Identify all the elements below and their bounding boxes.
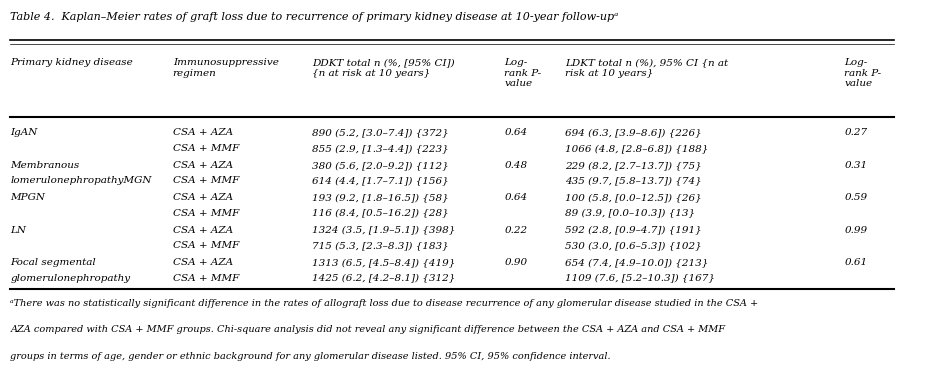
Text: 654 (7.4, [4.9–10.0]) {213}: 654 (7.4, [4.9–10.0]) {213} — [565, 258, 708, 267]
Text: AZA compared with CSA + MMF groups. Chi-square analysis did not reveal any signi: AZA compared with CSA + MMF groups. Chi-… — [10, 325, 726, 334]
Text: Log-
rank P-
value: Log- rank P- value — [504, 59, 541, 88]
Text: lomerulonephropathyMGN: lomerulonephropathyMGN — [10, 176, 151, 185]
Text: CSA + AZA: CSA + AZA — [173, 128, 233, 137]
Text: CSA + MMF: CSA + MMF — [173, 144, 239, 153]
Text: CSA + MMF: CSA + MMF — [173, 273, 239, 282]
Text: 89 (3.9, [0.0–10.3]) {13}: 89 (3.9, [0.0–10.3]) {13} — [565, 209, 695, 218]
Text: 592 (2.8, [0.9–4.7]) {191}: 592 (2.8, [0.9–4.7]) {191} — [565, 226, 701, 234]
Text: Membranous: Membranous — [10, 161, 79, 170]
Text: DDKT total n (%, [95% CI])
{n at risk at 10 years}: DDKT total n (%, [95% CI]) {n at risk at… — [312, 59, 455, 78]
Text: Primary kidney disease: Primary kidney disease — [10, 59, 133, 68]
Text: LDKT total n (%), 95% CI {n at
risk at 10 years}: LDKT total n (%), 95% CI {n at risk at 1… — [565, 59, 728, 78]
Text: ᵃThere was no statistically significant difference in the rates of allograft los: ᵃThere was no statistically significant … — [10, 299, 758, 308]
Text: 435 (9.7, [5.8–13.7]) {74}: 435 (9.7, [5.8–13.7]) {74} — [565, 176, 701, 185]
Text: 100 (5.8, [0.0–12.5]) {26}: 100 (5.8, [0.0–12.5]) {26} — [565, 193, 701, 202]
Text: 380 (5.6, [2.0–9.2]) {112}: 380 (5.6, [2.0–9.2]) {112} — [312, 161, 449, 170]
Text: CSA + MMF: CSA + MMF — [173, 176, 239, 185]
Text: 0.90: 0.90 — [504, 258, 527, 267]
Text: 0.64: 0.64 — [504, 128, 527, 137]
Text: CSA + AZA: CSA + AZA — [173, 258, 233, 267]
Text: 0.99: 0.99 — [844, 226, 868, 234]
Text: 530 (3.0, [0.6–5.3]) {102}: 530 (3.0, [0.6–5.3]) {102} — [565, 241, 701, 250]
Text: CSA + MMF: CSA + MMF — [173, 209, 239, 218]
Text: 855 (2.9, [1.3–4.4]) {223}: 855 (2.9, [1.3–4.4]) {223} — [312, 144, 449, 153]
Text: 1425 (6.2, [4.2–8.1]) {312}: 1425 (6.2, [4.2–8.1]) {312} — [312, 273, 455, 282]
Text: 229 (8.2, [2.7–13.7]) {75}: 229 (8.2, [2.7–13.7]) {75} — [565, 161, 701, 170]
Text: 1066 (4.8, [2.8–6.8]) {188}: 1066 (4.8, [2.8–6.8]) {188} — [565, 144, 708, 153]
Text: 193 (9.2, [1.8–16.5]) {58}: 193 (9.2, [1.8–16.5]) {58} — [312, 193, 449, 202]
Text: 890 (5.2, [3.0–7.4]) {372}: 890 (5.2, [3.0–7.4]) {372} — [312, 128, 449, 137]
Text: 1109 (7.6, [5.2–10.3]) {167}: 1109 (7.6, [5.2–10.3]) {167} — [565, 273, 715, 282]
Text: IgAN: IgAN — [10, 128, 37, 137]
Text: 116 (8.4, [0.5–16.2]) {28}: 116 (8.4, [0.5–16.2]) {28} — [312, 209, 449, 218]
Text: 715 (5.3, [2.3–8.3]) {183}: 715 (5.3, [2.3–8.3]) {183} — [312, 241, 449, 250]
Text: 0.22: 0.22 — [504, 226, 527, 234]
Text: 0.48: 0.48 — [504, 161, 527, 170]
Text: 1313 (6.5, [4.5–8.4]) {419}: 1313 (6.5, [4.5–8.4]) {419} — [312, 258, 455, 267]
Text: CSA + AZA: CSA + AZA — [173, 161, 233, 170]
Text: Table 4.  Kaplan–Meier rates of graft loss due to recurrence of primary kidney d: Table 4. Kaplan–Meier rates of graft los… — [10, 13, 619, 22]
Text: 1324 (3.5, [1.9–5.1]) {398}: 1324 (3.5, [1.9–5.1]) {398} — [312, 226, 455, 234]
Text: Log-
rank P-
value: Log- rank P- value — [844, 59, 882, 88]
Text: 0.59: 0.59 — [844, 193, 868, 202]
Text: 0.31: 0.31 — [844, 161, 868, 170]
Text: MPGN: MPGN — [10, 193, 46, 202]
Text: 0.61: 0.61 — [844, 258, 868, 267]
Text: LN: LN — [10, 226, 26, 234]
Text: CSA + AZA: CSA + AZA — [173, 226, 233, 234]
Text: Immunosuppressive
regimen: Immunosuppressive regimen — [173, 59, 279, 78]
Text: CSA + AZA: CSA + AZA — [173, 193, 233, 202]
Text: 694 (6.3, [3.9–8.6]) {226}: 694 (6.3, [3.9–8.6]) {226} — [565, 128, 701, 137]
Text: 0.64: 0.64 — [504, 193, 527, 202]
Text: groups in terms of age, gender or ethnic background for any glomerular disease l: groups in terms of age, gender or ethnic… — [10, 352, 611, 361]
Text: glomerulonephropathy: glomerulonephropathy — [10, 273, 131, 282]
Text: Focal segmental: Focal segmental — [10, 258, 96, 267]
Text: 614 (4.4, [1.7–7.1]) {156}: 614 (4.4, [1.7–7.1]) {156} — [312, 176, 449, 185]
Text: CSA + MMF: CSA + MMF — [173, 241, 239, 250]
Text: 0.27: 0.27 — [844, 128, 868, 137]
